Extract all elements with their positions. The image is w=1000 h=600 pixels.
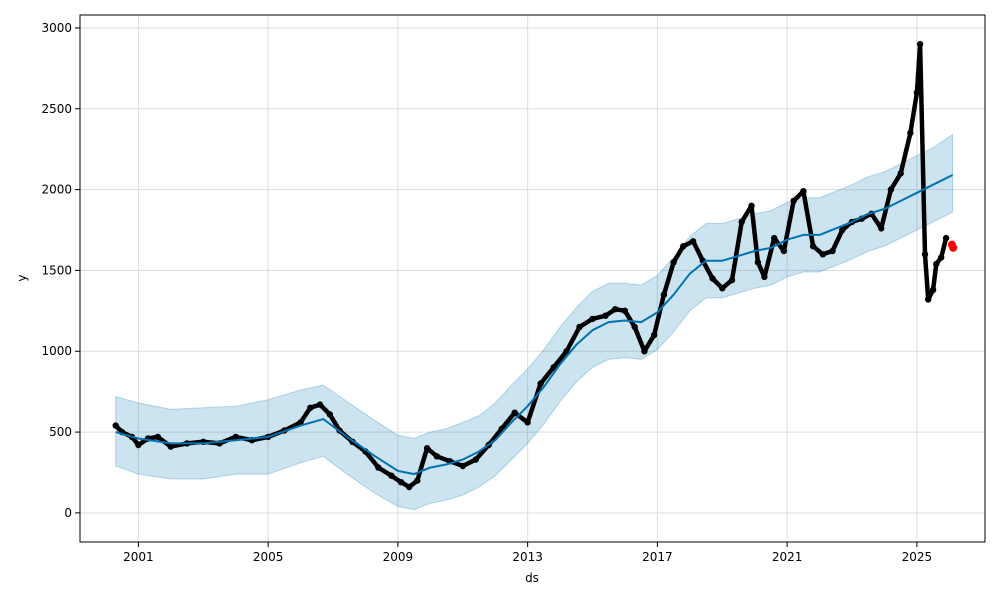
y-axis-label: y (15, 274, 29, 281)
recent-points (947, 240, 958, 252)
gridlines (80, 15, 985, 542)
x-tick-label: 2013 (512, 550, 543, 564)
x-tick-label: 2025 (902, 550, 933, 564)
x-tick-label: 2005 (253, 550, 284, 564)
x-tick-label: 2017 (642, 550, 673, 564)
y-tick-label: 2500 (41, 102, 72, 116)
plot-frame (79, 14, 986, 543)
y-tick-label: 500 (49, 425, 72, 439)
y-tick-label: 3000 (41, 21, 72, 35)
y-tick-label: 2000 (41, 183, 72, 197)
recent-point (949, 243, 958, 252)
forecast-line (115, 174, 954, 476)
y-tick-label: 0 (64, 506, 72, 520)
y-tick-label: 1000 (41, 344, 72, 358)
x-tick-label: 2021 (772, 550, 803, 564)
y-tick-label: 1500 (41, 263, 72, 277)
interval-area (115, 133, 954, 511)
axis-ticks: 2001 2005 2009 2013 2017 2021 2025 0 500 1000 1500… (41, 21, 932, 564)
uncertainty-interval (115, 133, 954, 511)
forecast-path (115, 174, 954, 476)
x-tick-label: 2001 (123, 550, 154, 564)
x-axis-label: ds (525, 571, 539, 585)
x-tick-label: 2009 (383, 550, 414, 564)
plot-area-background (80, 15, 985, 542)
